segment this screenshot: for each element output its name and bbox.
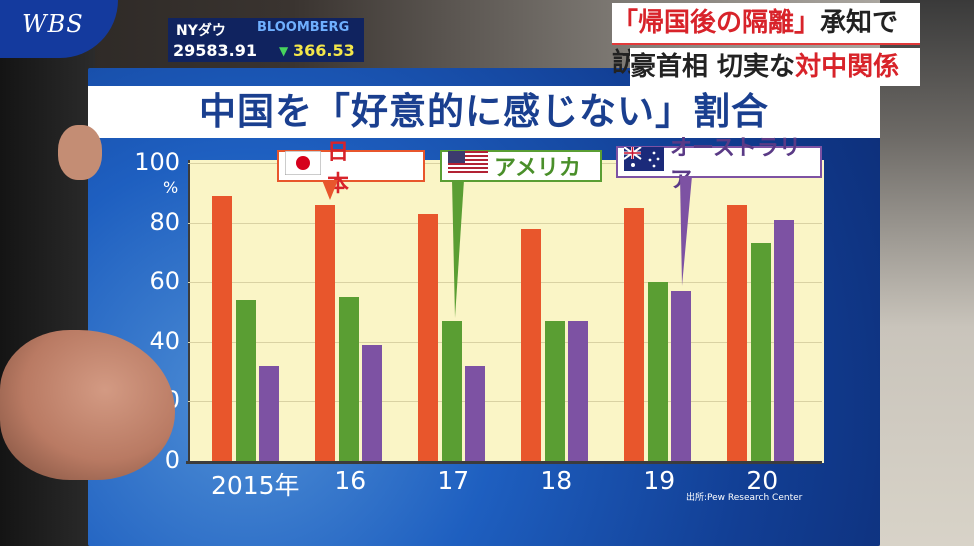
headline-part-b: 対中関係 [795,52,900,82]
bar-japan-1 [315,204,335,461]
ticker-source-name: BLOOMBERG [257,20,350,35]
down-arrow-icon: ▼ [279,44,289,58]
plot-area [188,160,824,463]
chart-source: 出所:Pew Research Center [686,493,803,503]
bar-australia-0 [259,365,279,461]
x-tick-label: 2015年 [210,471,300,500]
x-axis-line [186,461,822,464]
bar-japan-5 [727,204,747,461]
studio-background [880,0,974,546]
bar-australia-4 [671,291,691,461]
bar-usa-3 [544,320,565,461]
x-tick-label: 17 [437,466,470,495]
gridline [188,222,822,224]
stock-ticker [168,18,364,62]
bar-japan-0 [212,195,232,461]
bar-usa-4 [647,282,668,461]
gridline [188,401,822,403]
bar-usa-1 [338,297,359,461]
legend-australia: オーストラリア [616,136,822,193]
y-tick-label: 100 [134,148,180,176]
legend-label-usa: アメリカ [494,156,581,181]
x-tick-label: 19 [643,466,676,495]
bar-japan-2 [418,213,438,461]
usa-flag-icon [448,151,488,181]
x-tick-label: 16 [334,466,367,495]
bar-usa-5 [750,243,771,461]
bar-japan-3 [521,228,541,461]
title-band [88,86,880,138]
bar-australia-2 [465,365,485,461]
legend-japan: 日 本 [277,140,425,197]
bar-japan-4 [624,207,644,461]
x-tick-label: 18 [540,466,573,495]
headline-line2: 豪首相 切実な対中関係 [630,48,920,86]
x-tick-label: 20 [746,466,779,495]
gridline [188,282,822,284]
japan-flag-icon [284,150,322,181]
pointer-australia [680,176,692,286]
y-axis-unit: % [163,178,179,197]
ticker-value: 29583.91 [173,41,258,60]
headline-quote: 「帰国後の隔離」 [612,8,821,38]
headline-part-a: 豪首相 切実な [630,52,796,82]
gridline [188,341,822,343]
chart-title: 中国を「好意的に感じない」割合 [199,90,769,133]
pointer-usa [452,180,464,318]
bar-australia-1 [362,344,382,461]
bar-usa-2 [441,320,462,461]
bar-australia-3 [568,320,588,461]
legend-usa: アメリカ [440,150,602,182]
australia-flag-icon [623,146,664,177]
presenter-hand-top [58,125,102,180]
legend-label-japan: 日 本 [327,140,364,197]
ticker-change: 366.53 [293,41,355,60]
headline-line1: 「帰国後の隔離」承知で訪日 [612,3,920,78]
presenter-hand [0,330,175,480]
channel-logo-text: WBS [22,10,84,38]
pointer-japan [322,180,338,200]
bar-australia-5 [774,219,794,461]
y-tick-label: 0 [164,446,180,474]
y-tick-label: 40 [149,326,180,355]
bar-usa-0 [235,300,256,461]
ticker-label: NYダウ [176,23,226,39]
y-tick-label: 60 [149,267,180,296]
y-tick-label: 80 [149,207,180,236]
